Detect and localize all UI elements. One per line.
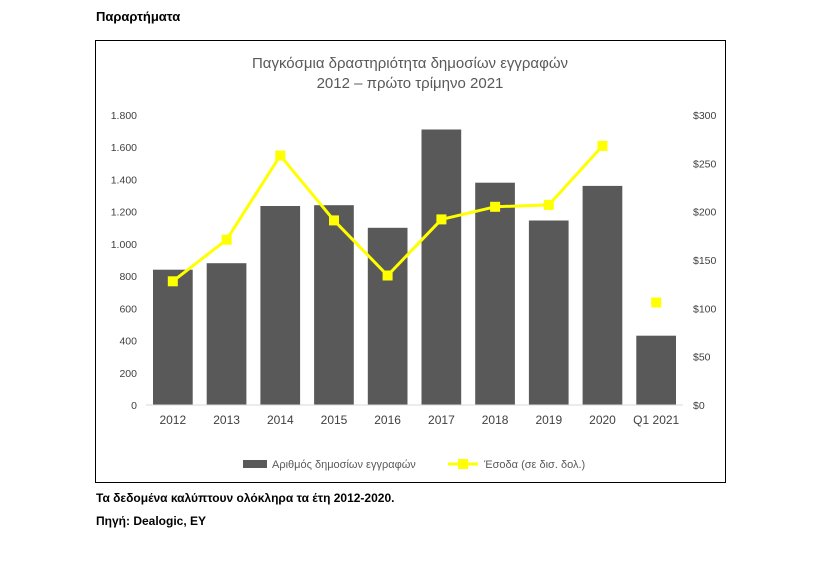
x-tick-label: 2020 xyxy=(589,413,616,427)
y-right-tick-label: $250 xyxy=(693,158,717,170)
bar-2019 xyxy=(528,220,569,405)
x-tick-label: 2017 xyxy=(428,413,455,427)
revenue-point-2013 xyxy=(221,234,232,245)
y-right-tick-label: $0 xyxy=(693,400,705,412)
y-left-tick-label: 1.600 xyxy=(111,142,137,154)
y-right-tick-label: $200 xyxy=(693,207,717,219)
revenue-point-2015 xyxy=(329,215,339,226)
revenue-point-2017 xyxy=(436,214,447,225)
y-left-tick-label: 800 xyxy=(119,271,137,283)
bars-layer xyxy=(153,129,676,405)
chart-frame: Παγκόσμια δραστηριότητα δημοσίων εγγραφώ… xyxy=(95,40,726,483)
y-left-tick-label: 0 xyxy=(131,400,137,412)
chart-title-line-1: Παγκόσμια δραστηριότητα δημοσίων εγγραφώ… xyxy=(252,55,568,72)
legend-line-marker xyxy=(458,459,468,469)
chart-title: Παγκόσμια δραστηριότητα δημοσίων εγγραφώ… xyxy=(252,55,568,92)
axis-layer: 2012 2013 2014 2015 2016 2017 2018 2019 2020 Q1 2… xyxy=(111,110,717,427)
x-tick-label: 2019 xyxy=(535,413,562,427)
y-left-tick-label: 1.000 xyxy=(111,239,137,251)
revenue-point-2018 xyxy=(490,201,501,212)
x-tick-label: 2014 xyxy=(267,413,294,427)
bar-q1-2021 xyxy=(636,335,676,405)
y-left-tick-label: 1.400 xyxy=(111,174,137,186)
revenue-point-2020 xyxy=(597,140,608,151)
bar-2012 xyxy=(153,269,193,405)
revenue-point-2012 xyxy=(167,276,178,287)
legend-bar-label: Αριθμός δημοσίων εγγραφών xyxy=(272,459,416,471)
bar-2017 xyxy=(421,129,462,405)
bar-2014 xyxy=(260,206,301,405)
chart-legend: Αριθμός δημοσίων εγγραφών Έσοδα (σε δισ.… xyxy=(243,459,585,471)
source-note: Πηγή: Dealogic, EY xyxy=(96,514,207,528)
y-left-tick-label: 1.200 xyxy=(111,207,137,219)
legend-bar-swatch xyxy=(243,460,267,468)
chart-title-line-2: 2012 – πρώτο τρίμηνο 2021 xyxy=(317,75,504,92)
revenue-point-2016 xyxy=(382,270,393,281)
x-tick-label: 2018 xyxy=(482,413,509,427)
revenue-point-q1-2021 xyxy=(651,297,662,308)
x-tick-label: 2015 xyxy=(321,413,348,427)
y-left-tick-label: 600 xyxy=(119,303,137,315)
x-tick-label: Q1 2021 xyxy=(633,413,679,427)
y-left-tick-label: 400 xyxy=(119,336,137,348)
y-right-tick-label: $150 xyxy=(693,255,717,267)
ipo-activity-chart: Παγκόσμια δραστηριότητα δημοσίων εγγραφώ… xyxy=(111,55,717,471)
revenue-line-layer xyxy=(167,140,662,308)
x-tick-label: 2016 xyxy=(374,413,401,427)
bar-2018 xyxy=(475,182,515,405)
y-left-tick-label: 1.800 xyxy=(111,110,137,122)
bar-2013 xyxy=(206,263,247,405)
y-left-tick-label: 200 xyxy=(119,368,137,380)
bar-2015 xyxy=(314,205,354,405)
y-right-tick-label: $50 xyxy=(693,352,711,364)
bar-2020 xyxy=(582,185,623,405)
revenue-point-2014 xyxy=(275,150,286,161)
page-heading: Παραρτήματα xyxy=(96,9,181,24)
x-tick-label: 2013 xyxy=(213,413,240,427)
x-tick-label: 2012 xyxy=(159,413,186,427)
bar-2016 xyxy=(367,227,408,405)
coverage-note: Τα δεδομένα καλύπτουν ολόκληρα τα έτη 20… xyxy=(96,491,395,505)
revenue-point-2019 xyxy=(543,199,554,210)
legend-line-label: Έσοδα (σε δισ. δολ.) xyxy=(483,459,585,471)
y-right-tick-label: $300 xyxy=(693,110,717,122)
y-right-tick-label: $100 xyxy=(693,303,717,315)
